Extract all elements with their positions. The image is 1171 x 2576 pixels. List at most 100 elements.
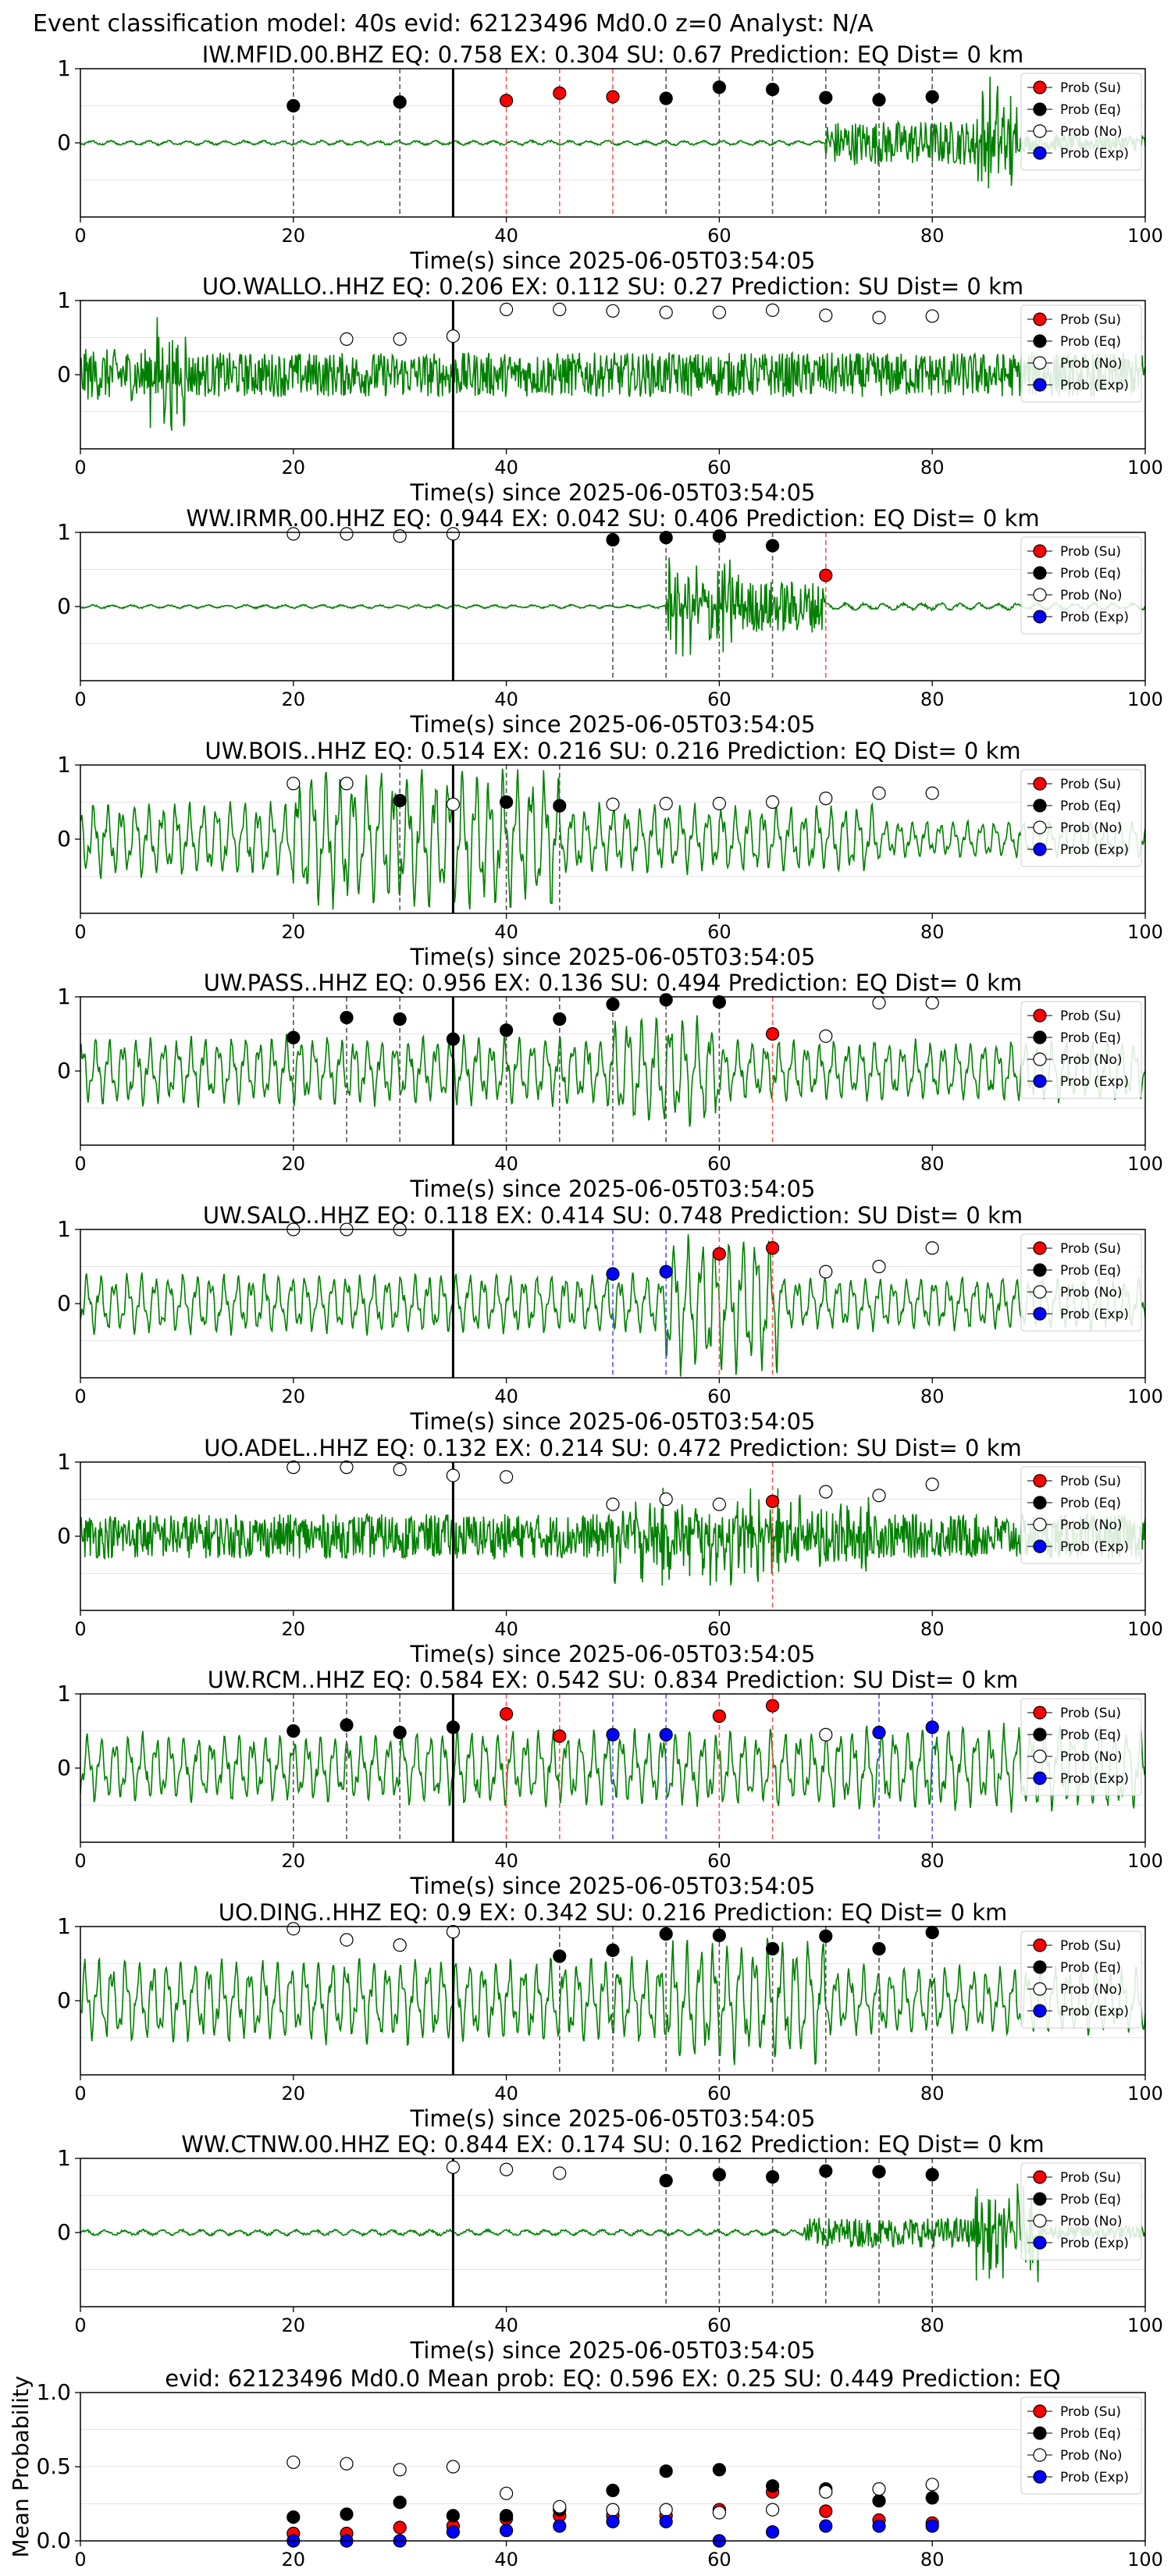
prob-point bbox=[446, 1720, 461, 1735]
prob-point bbox=[446, 1032, 461, 1046]
y-tick-label: 1 bbox=[57, 1216, 71, 1242]
prob-point bbox=[712, 1709, 727, 1724]
y-tick-label: 0.0 bbox=[36, 2528, 71, 2553]
prob-point bbox=[553, 2166, 567, 2180]
x-tick-label: 100 bbox=[1127, 921, 1163, 943]
legend-label: Prob (Eq) bbox=[1060, 1727, 1121, 1743]
prob-point bbox=[765, 303, 780, 317]
mean-prob-point bbox=[340, 2507, 354, 2521]
x-tick-label: 80 bbox=[920, 921, 945, 943]
legend-label: Prob (Su) bbox=[1060, 80, 1121, 96]
prob-point bbox=[925, 995, 939, 1010]
mean-prob-point bbox=[819, 2485, 833, 2499]
prob-point bbox=[712, 2168, 727, 2182]
x-tick-label: 60 bbox=[707, 1618, 731, 1640]
x-tick-label: 40 bbox=[494, 2549, 518, 2571]
legend: Prob (Su) Prob (Eq) Prob (No) Prob (Exp) bbox=[1020, 73, 1142, 171]
y-tick-label: 1 bbox=[57, 752, 71, 777]
legend-label: Prob (Su) bbox=[1060, 1706, 1121, 1721]
legend-label: Prob (Su) bbox=[1060, 544, 1121, 560]
legend-label: Prob (Exp) bbox=[1060, 2470, 1129, 2485]
prob-point bbox=[393, 95, 407, 109]
prob-point bbox=[925, 2168, 939, 2182]
x-tick-label: 0 bbox=[74, 1850, 86, 1872]
legend: Prob (Su) Prob (Eq) Prob (No) Prob (Exp) bbox=[1020, 1466, 1142, 1564]
legend-marker bbox=[1033, 566, 1047, 580]
mean-prob-point bbox=[499, 2524, 514, 2538]
prob-point bbox=[659, 91, 673, 105]
prob-point bbox=[287, 1922, 301, 1936]
prob-point bbox=[393, 793, 407, 808]
prob-point bbox=[393, 1725, 407, 1739]
prob-point bbox=[872, 995, 886, 1010]
prob-point bbox=[712, 305, 727, 319]
legend-label: Prob (Su) bbox=[1060, 2404, 1121, 2420]
legend-box bbox=[1020, 2162, 1142, 2261]
legend-marker bbox=[1033, 334, 1047, 348]
legend: Prob (Su) Prob (Eq) Prob (No) Prob (Exp) bbox=[1020, 1698, 1142, 1796]
legend-label: Prob (No) bbox=[1060, 1285, 1123, 1300]
x-tick-label: 80 bbox=[920, 225, 945, 247]
legend-marker bbox=[1033, 1307, 1047, 1321]
x-tick-label: 20 bbox=[282, 2083, 306, 2105]
mean-prob-point bbox=[925, 2478, 939, 2492]
prob-point bbox=[765, 795, 780, 809]
x-tick-label: 80 bbox=[920, 457, 945, 479]
waveform-trace bbox=[80, 1487, 1145, 1586]
x-tick-label: 0 bbox=[74, 921, 86, 943]
x-tick-label: 0 bbox=[74, 2083, 86, 2105]
panel-title: UW.SALO..HHZ EQ: 0.118 EX: 0.414 SU: 0.7… bbox=[203, 1202, 1023, 1229]
x-tick-label: 0 bbox=[74, 1386, 86, 1407]
prob-point bbox=[819, 2164, 833, 2178]
prob-point bbox=[925, 1720, 939, 1735]
legend-label: Prob (Su) bbox=[1060, 1241, 1121, 1257]
legend-label: Prob (No) bbox=[1060, 1749, 1123, 1765]
mean-prob-point bbox=[553, 2519, 567, 2533]
prob-point bbox=[712, 796, 727, 811]
prob-point bbox=[446, 2160, 461, 2174]
x-tick-label: 100 bbox=[1127, 2083, 1163, 2105]
panel-4: UW.PASS..HHZ EQ: 0.956 EX: 0.136 SU: 0.4… bbox=[57, 970, 1163, 1202]
legend: Prob (Su) Prob (Eq) Prob (No) Prob (Exp) bbox=[1020, 304, 1142, 403]
prob-point bbox=[606, 1267, 620, 1281]
legend-marker bbox=[1033, 2214, 1047, 2228]
prob-point bbox=[819, 308, 833, 322]
x-tick-label: 80 bbox=[920, 1618, 945, 1640]
legend-marker bbox=[1033, 2404, 1047, 2418]
legend-label: Prob (Exp) bbox=[1060, 1074, 1129, 1090]
legend-label: Prob (Exp) bbox=[1060, 2004, 1129, 2019]
legend-label: Prob (Su) bbox=[1060, 777, 1121, 792]
mean-prob-point bbox=[819, 2504, 833, 2518]
legend-marker bbox=[1033, 124, 1047, 138]
y-tick-label: 0 bbox=[57, 1058, 71, 1083]
x-tick-label: 20 bbox=[282, 1153, 306, 1175]
prob-point bbox=[819, 568, 833, 582]
legend-marker bbox=[1033, 1960, 1047, 1974]
legend-marker bbox=[1033, 1474, 1047, 1488]
x-tick-label: 40 bbox=[494, 1153, 518, 1175]
y-tick-label: 0 bbox=[57, 593, 71, 619]
legend-label: Prob (Eq) bbox=[1060, 334, 1121, 350]
y-tick-label: 1 bbox=[57, 1449, 71, 1475]
panel-title: UW.PASS..HHZ EQ: 0.956 EX: 0.136 SU: 0.4… bbox=[204, 970, 1022, 996]
prob-point bbox=[446, 797, 461, 811]
x-tick-label: 20 bbox=[282, 1850, 306, 1872]
prob-point bbox=[499, 1470, 514, 1484]
prob-point bbox=[606, 304, 620, 318]
x-tick-label: 20 bbox=[282, 225, 306, 247]
panel-1: UO.WALLO..HHZ EQ: 0.206 EX: 0.112 SU: 0.… bbox=[57, 273, 1163, 506]
x-axis-label: Time(s) since 2025-06-05T03:54:05 bbox=[410, 247, 816, 274]
x-tick-label: 20 bbox=[282, 457, 306, 479]
x-tick-label: 80 bbox=[920, 2083, 945, 2105]
mean-prob-point bbox=[765, 2525, 780, 2539]
mean-prob-point bbox=[659, 2503, 673, 2517]
x-tick-label: 100 bbox=[1127, 225, 1163, 247]
y-tick-label: 0 bbox=[57, 1755, 71, 1781]
legend-marker bbox=[1033, 378, 1047, 392]
panel-10: evid: 62123496 Md0.0 Mean prob: EQ: 0.59… bbox=[8, 2365, 1163, 2571]
x-axis-label: Time(s) since 2025-06-05T03:54:05 bbox=[410, 1176, 816, 1202]
prob-point bbox=[819, 792, 833, 806]
figure-title: Event classification model: 40s evid: 62… bbox=[33, 10, 874, 37]
legend-marker bbox=[1033, 820, 1047, 834]
